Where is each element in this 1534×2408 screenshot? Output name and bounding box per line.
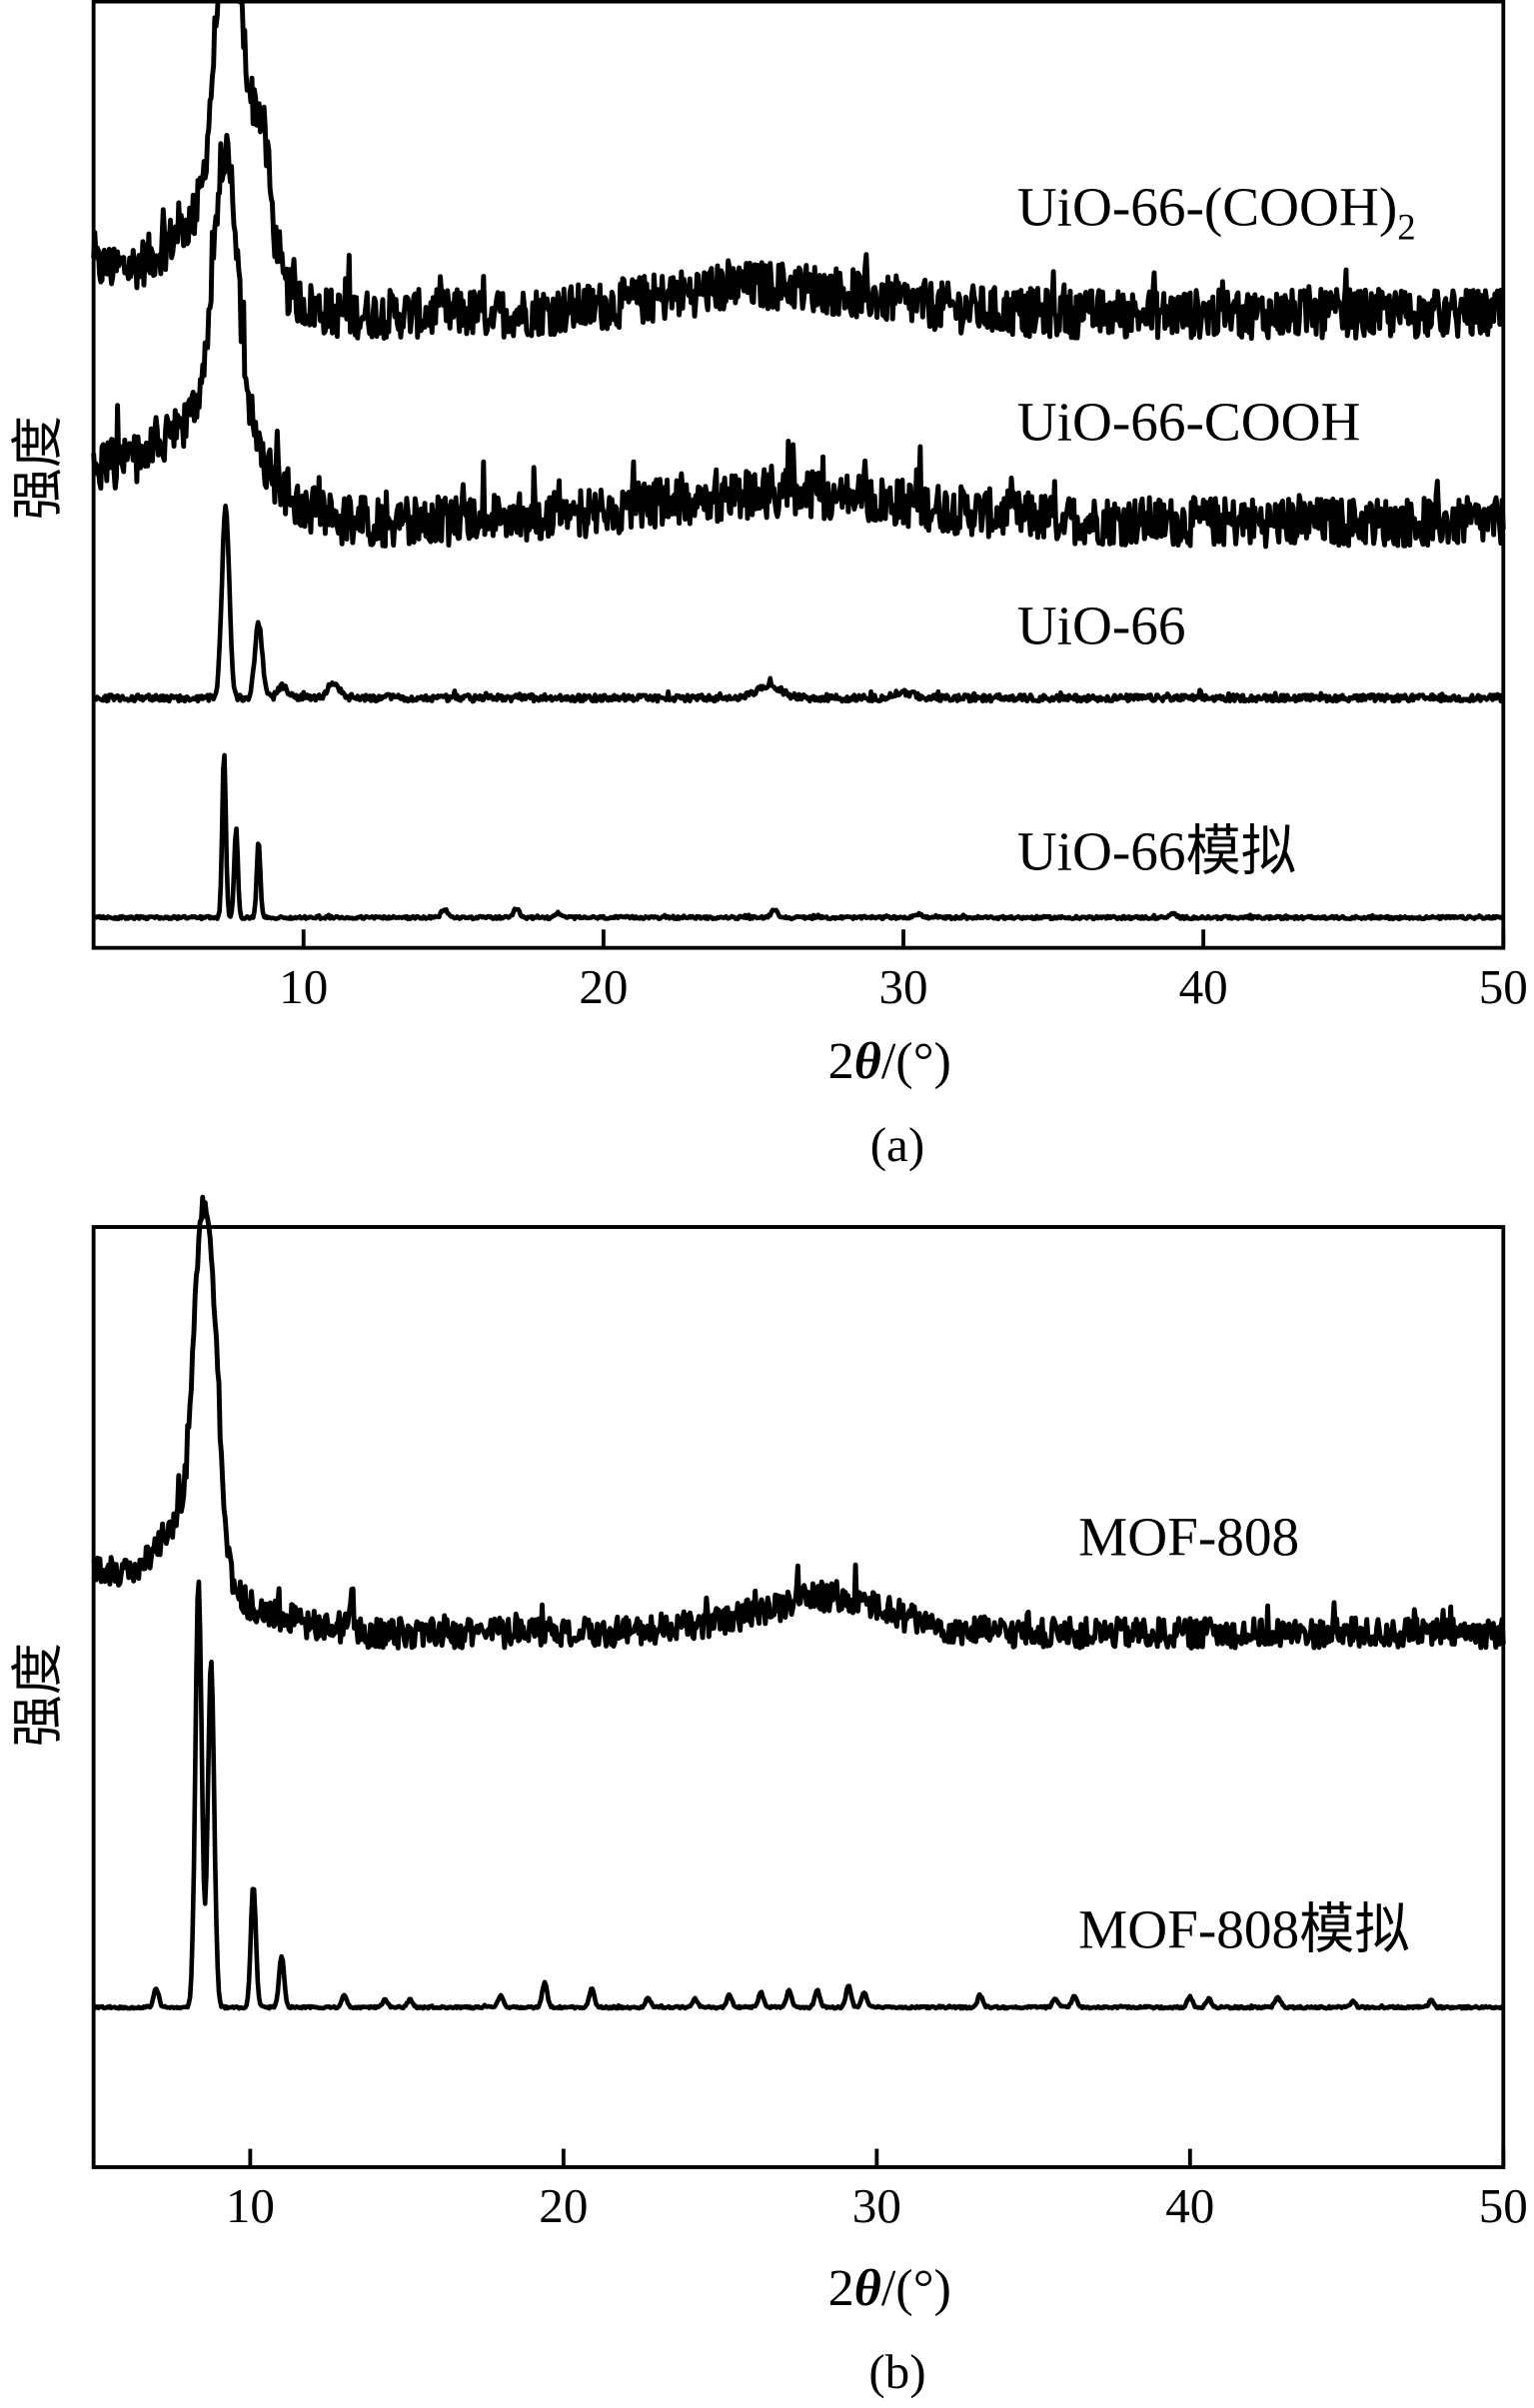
panel-label-b: (b) [868,2344,925,2399]
x-tick-label: 10 [279,959,328,1014]
series-label: UiO-66-COOH [1017,392,1361,453]
plot-frame-b [91,1225,1506,2169]
series-label: UiO-66模拟 [1017,820,1296,881]
y-axis-label-b: 强度 [9,1643,67,1747]
x-tick-label: 50 [1479,959,1528,1014]
series-line-1 [92,1579,1505,2011]
y-axis-label-a: 强度 [9,416,67,520]
series-line-0 [91,1194,1506,1651]
x-tick-label: 20 [539,2178,588,2233]
panel-a: 10 20 30 40 50 UiO-66-(COOH)2 UiO-66-COOH UiO-… [9,0,1528,1172]
x-tick-label: 40 [1179,959,1228,1014]
x-tick-label: 40 [1165,2178,1214,2233]
series-line-0 [91,0,1506,342]
x-axis-label-a: 2θ/(°) [828,1032,951,1090]
series-line-1 [91,132,1506,550]
x-tick-label: 30 [878,959,927,1014]
series-label: UiO-66 [1017,596,1186,656]
x-tick-label: 50 [1479,2178,1528,2233]
panel-b: 10 20 30 40 50 MOF-808 MOF-808模拟 强度 2θ/(°) (b… [9,1194,1528,2399]
series-label: MOF-808模拟 [1078,1898,1410,1959]
x-tick-label: 30 [852,2178,901,2233]
panel-label-a: (a) [870,1117,925,1172]
series-line-2 [91,503,1506,704]
plot-frame-a [91,0,1506,950]
series-label: UiO-66-(COOH)2 [1017,177,1416,248]
x-tick-label: 20 [579,959,628,1014]
x-tick-label: 10 [226,2178,275,2233]
series-label: MOF-808 [1078,1507,1299,1568]
series-line-3 [92,752,1505,922]
x-axis-label-b: 2θ/(°) [828,2259,951,2317]
